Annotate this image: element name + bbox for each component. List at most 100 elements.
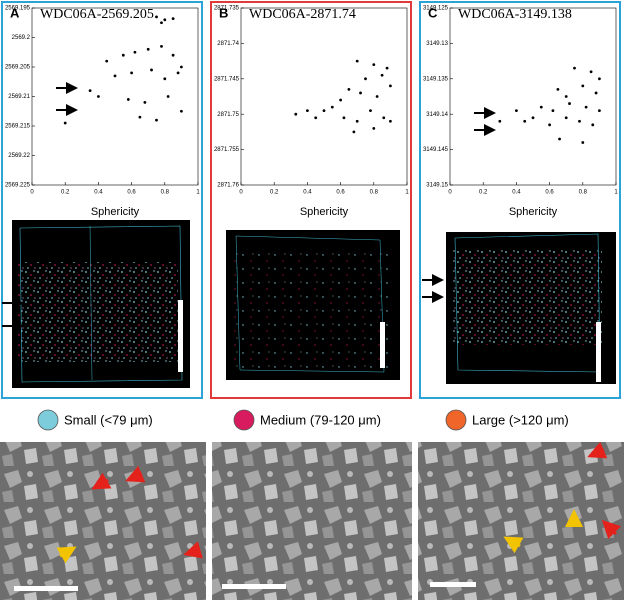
x-tick-label: 1 (405, 190, 409, 196)
render-a (12, 220, 190, 388)
x-tick-label: 0 (448, 190, 452, 196)
point (330, 105, 334, 109)
point (594, 91, 598, 95)
y-tick-label: 2871.735 (214, 6, 240, 12)
point (584, 105, 588, 109)
y-tick-label: 3149.15 (426, 183, 448, 189)
point (121, 53, 125, 57)
chart-title: WDC06A-2871.74 (249, 7, 356, 22)
panel: 2569.195 2569.2 2569.205 2569.21 2569.215 256… (1, 1, 203, 399)
y-tick-label: 2569.22 (8, 153, 30, 159)
point (166, 95, 170, 98)
y-tick-label: 2569.215 (5, 124, 31, 130)
point (568, 102, 571, 105)
legend-swatch (37, 409, 59, 431)
arrows (2, 82, 496, 332)
x-axis-label: Sphericity (91, 206, 140, 218)
point (97, 95, 100, 98)
point (294, 112, 298, 116)
x-tick-label: 0.4 (512, 190, 521, 196)
point (551, 109, 555, 113)
point (548, 123, 551, 127)
point (564, 116, 568, 120)
point (385, 66, 389, 70)
point (171, 17, 175, 21)
panel: 2871.735 2871.74 2871.745 2871.75 2871.755 28… (210, 1, 412, 399)
y-tick-label: 2871.76 (217, 183, 239, 189)
panel-frame (210, 1, 412, 399)
point (143, 101, 147, 104)
point (347, 88, 351, 91)
point (578, 119, 581, 123)
y-tick-label: 3149.14 (426, 112, 448, 118)
point (539, 105, 543, 109)
y-tick-label: 3149.145 (423, 147, 449, 153)
legend-swatch (233, 409, 255, 431)
plot-frame (31, 7, 199, 186)
point (352, 130, 356, 134)
panel-frame (419, 1, 621, 399)
point (171, 53, 175, 57)
render-c (446, 232, 616, 384)
point (591, 123, 595, 127)
x-axis-label: Sphericity (509, 206, 558, 218)
panel-letter: A (10, 5, 20, 20)
point (369, 109, 372, 113)
point (306, 109, 309, 113)
x-tick-label: 0.6 (336, 190, 345, 196)
legend: Small (<79 μm) Medium (79-120 μm) Large (>… (37, 409, 569, 431)
point (126, 98, 130, 101)
x-tick-label: 0.6 (127, 190, 136, 196)
y-tick-label: 2569.2 (12, 35, 31, 41)
point (180, 109, 183, 113)
point (498, 119, 502, 123)
point (573, 66, 576, 70)
point (389, 84, 392, 88)
x-tick-label: 0.2 (479, 190, 488, 196)
y-tick-label: 2569.205 (5, 65, 31, 71)
point (113, 74, 117, 78)
y-tick-label: 3149.135 (423, 76, 449, 82)
point (133, 50, 137, 54)
x-tick-label: 0.8 (161, 190, 170, 196)
point (138, 115, 142, 119)
plot-frame (449, 7, 617, 186)
point (339, 98, 342, 102)
point (63, 121, 67, 125)
x-tick-label: 0.8 (579, 190, 588, 196)
y-tick-label: 2569.21 (8, 94, 30, 100)
x-tick-label: 0.2 (61, 190, 70, 196)
point (581, 141, 585, 144)
legend-label: Medium (79-120 μm) (260, 412, 381, 427)
chart-title: WDC06A-2569.205 (40, 7, 154, 22)
y-tick-label: 2871.755 (214, 147, 240, 153)
point (105, 59, 109, 63)
x-tick-label: 0.4 (94, 190, 103, 196)
x-tick-label: 0.2 (270, 190, 279, 196)
panel-letter: B (219, 5, 228, 20)
y-tick-label: 2569.195 (5, 6, 31, 12)
point (375, 95, 379, 98)
point (359, 91, 362, 95)
y-tick-label: 2871.745 (214, 76, 240, 82)
y-tick-label: 2569.225 (5, 183, 31, 189)
point (163, 77, 167, 81)
point (589, 70, 593, 74)
point (364, 77, 367, 81)
point (598, 77, 601, 81)
x-tick-label: 1 (614, 190, 618, 196)
y-tick-label: 3149.13 (426, 41, 448, 47)
chart-title: WDC06A-3149.138 (458, 7, 572, 22)
panel-frame (1, 1, 203, 399)
point (355, 119, 359, 123)
point (150, 68, 153, 72)
point (523, 119, 527, 123)
point (160, 21, 163, 25)
x-tick-label: 0.8 (370, 190, 379, 196)
point (155, 118, 158, 122)
point (155, 15, 158, 19)
x-axis-label: Sphericity (300, 206, 349, 218)
point (389, 119, 392, 123)
render-b (226, 230, 400, 380)
